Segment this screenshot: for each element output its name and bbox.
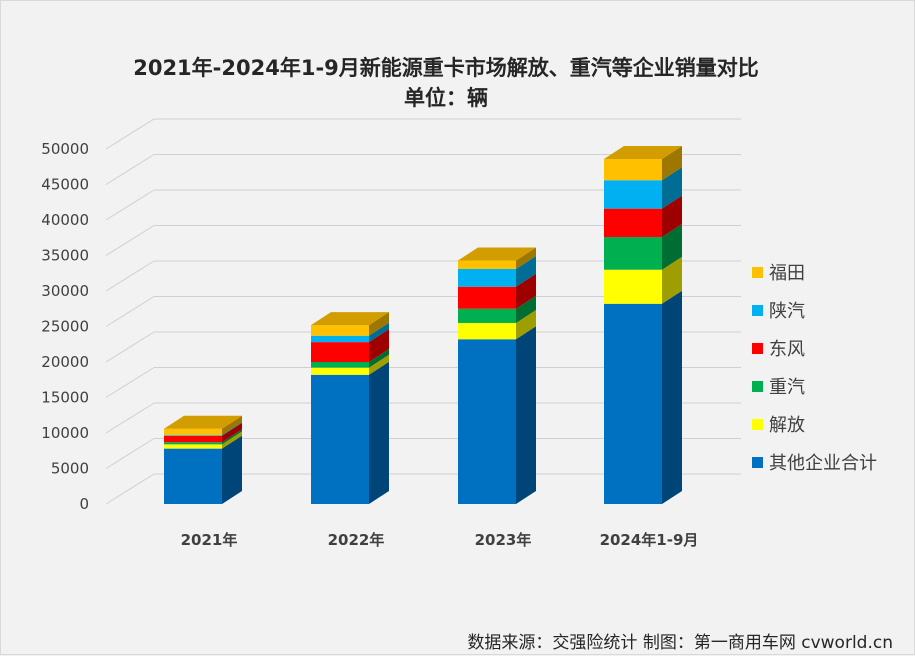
- bar-segment-side: [662, 195, 682, 238]
- grid-line-diagonal: [105, 225, 155, 256]
- bar-segment: [458, 268, 516, 287]
- legend-swatch: [752, 305, 763, 316]
- grid-line-diagonal: [105, 154, 155, 185]
- bar-segment-side: [516, 273, 536, 309]
- bar-segment-side: [222, 415, 242, 436]
- bar-segment: [604, 303, 662, 504]
- bar-segment: [164, 428, 222, 436]
- grid-line-diagonal: [105, 189, 155, 221]
- bar-segment-side: [369, 329, 389, 362]
- y-axis-ticks: 0 5000 10000 15000 20000 25000 30000 35000 40000…: [41, 140, 89, 513]
- bar-segment-side: [662, 167, 682, 209]
- bar-segment-side: [222, 422, 242, 443]
- x-tick-label: 2022年: [328, 531, 385, 549]
- y-tick-label: 50000: [41, 140, 89, 158]
- bar-segment-side: [222, 422, 242, 436]
- legend-swatch: [752, 267, 763, 278]
- bar-segment-side: [222, 429, 242, 445]
- grid-line-diagonal: [105, 473, 155, 505]
- y-tick-label: 30000: [41, 282, 89, 300]
- bars: [164, 145, 682, 504]
- y-tick-label: 35000: [41, 247, 89, 265]
- legend-label: 福田: [769, 263, 805, 284]
- bar-segment-side: [516, 309, 536, 340]
- bar-segment: [164, 435, 222, 436]
- bar-segment-side: [516, 247, 536, 269]
- bar-segment: [164, 444, 222, 449]
- legend-label: 东风: [769, 339, 805, 360]
- bar-top: [458, 247, 536, 261]
- bar-segment-side: [369, 354, 389, 375]
- legend-label: 解放: [769, 415, 805, 436]
- bar-segment: [458, 339, 516, 504]
- bar-segment-side: [369, 361, 389, 504]
- x-tick-label: 2023年: [475, 531, 532, 549]
- bar-segment-side: [222, 435, 242, 504]
- x-tick-label: 2024年1-9月: [600, 531, 699, 549]
- bar-segment: [311, 335, 369, 343]
- legend-label: 其他企业合计: [769, 453, 877, 474]
- y-tick-label: 0: [79, 495, 89, 513]
- chart-title: 2021年-2024年1-9月新能源重卡市场解放、重汽等企业销量对比: [133, 56, 759, 80]
- x-axis-labels: 2021年 2022年 2023年 2024年1-9月: [181, 531, 699, 549]
- bar-segment: [458, 286, 516, 309]
- bar-segment-side: [369, 312, 389, 336]
- bar-segment: [311, 374, 369, 504]
- bar-segment-side: [662, 224, 682, 270]
- grid-line-diagonal: [105, 296, 155, 327]
- legend-swatch: [752, 457, 763, 468]
- bar-segment: [164, 435, 222, 443]
- y-tick-label: 20000: [41, 353, 89, 371]
- bar-segment-side: [662, 256, 682, 304]
- grid-line-diagonal: [105, 260, 155, 292]
- legend-swatch: [752, 381, 763, 392]
- legend-swatch: [752, 343, 763, 354]
- y-tick-label: 10000: [41, 424, 89, 442]
- bar-segment: [164, 448, 222, 504]
- y-tick-label: 15000: [41, 389, 89, 407]
- y-tick-label: 45000: [41, 176, 89, 194]
- bar-segment-side: [516, 326, 536, 504]
- bar-segment: [311, 367, 369, 375]
- bar-segment: [311, 362, 369, 368]
- bar-segment-side: [369, 349, 389, 368]
- grid-line-diagonal: [105, 118, 155, 150]
- bar-top: [311, 312, 389, 326]
- bar-segment: [458, 308, 516, 323]
- y-tick-label: 40000: [41, 211, 89, 229]
- bar-segment: [604, 208, 662, 238]
- bar-segment: [311, 325, 369, 336]
- y-tick-label: 5000: [51, 460, 89, 478]
- chart-subtitle: 单位：辆: [404, 86, 488, 110]
- bar-segment: [311, 342, 369, 362]
- bar-segment-side: [662, 145, 682, 181]
- y-tick-label: 25000: [41, 318, 89, 336]
- bar-segment: [164, 442, 222, 445]
- source-note: 数据来源：交强险统计 制图：第一商用车网 cvworld.cn: [467, 633, 893, 653]
- bar-segment: [604, 269, 662, 304]
- bar-segment: [604, 158, 662, 181]
- x-tick-label: 2021年: [181, 531, 238, 549]
- grid-line-diagonal: [105, 367, 155, 398]
- bar-segment-side: [369, 322, 389, 343]
- legend-label: 重汽: [769, 377, 805, 398]
- bar-segment: [604, 180, 662, 209]
- bar-segment-side: [516, 295, 536, 323]
- bar-segment: [458, 260, 516, 269]
- legend-swatch: [752, 419, 763, 430]
- bar-segment: [604, 237, 662, 270]
- grid-line-diagonal: [105, 402, 155, 434]
- bar-segment-side: [516, 255, 536, 287]
- bar-segment-side: [222, 431, 242, 449]
- bar-segment: [458, 322, 516, 340]
- bar-segment-side: [662, 290, 682, 504]
- grid-line-diagonal: [105, 438, 155, 469]
- grid-line-diagonal: [105, 331, 155, 363]
- bar-top: [164, 415, 242, 429]
- legend-label: 陕汽: [769, 301, 805, 322]
- bar-top: [604, 145, 682, 159]
